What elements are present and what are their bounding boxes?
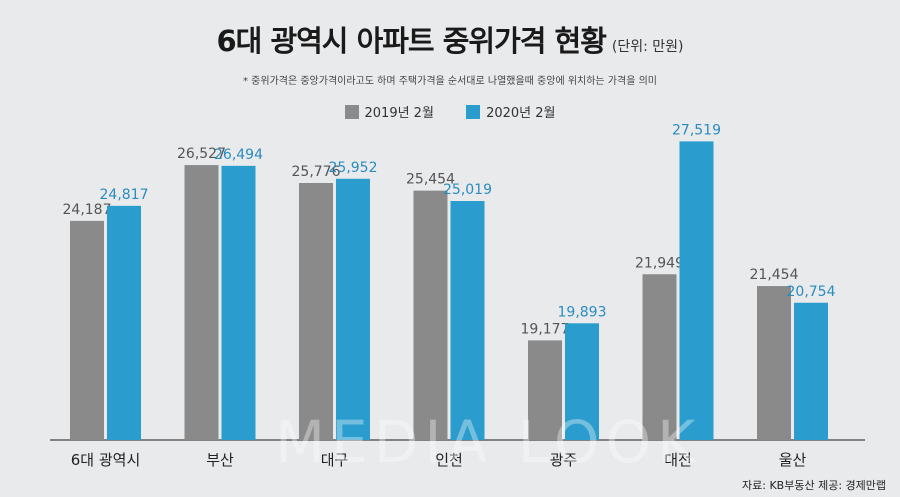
bar-2019-3: [413, 190, 448, 440]
bar-2020-0: [107, 205, 141, 440]
bar-2019-5: [642, 274, 677, 440]
bar-2019-0: [70, 220, 104, 440]
legend-swatch-2020: [466, 105, 481, 119]
legend-label-2019: 2019년 2월: [364, 106, 434, 121]
category-label-6: 울산: [779, 451, 807, 469]
bar-2020-5: [679, 141, 714, 440]
legend-swatch-2019: [344, 105, 359, 119]
category-label-4: 광주: [550, 451, 578, 469]
watermark: MEDIA LOOK: [275, 408, 702, 476]
legend-item-2020: 2020년 2월: [466, 102, 555, 121]
data-label-2019-1: 26,527: [177, 146, 226, 162]
category-label-5: 대전: [664, 451, 692, 469]
data-label-2019-3: 25,454: [406, 172, 455, 188]
bar-2019-4: [528, 340, 562, 440]
data-label-2019-6: 21,454: [750, 267, 799, 283]
data-label-2020-0: 24,817: [100, 187, 149, 203]
category-label-2: 대구: [321, 451, 349, 469]
bar-2019-2: [299, 182, 333, 440]
bar-2020-2: [336, 178, 370, 440]
bar-2019-1: [184, 165, 219, 441]
category-label-0: 6대 광역시: [71, 451, 141, 469]
bar-2020-6: [794, 302, 828, 440]
legend-label-2020: 2020년 2월: [486, 106, 556, 121]
data-label-2020-6: 20,754: [787, 284, 836, 300]
title-row: 6대 광역시 아파트 중위가격 현황 (단위: 만원): [0, 18, 900, 60]
bar-2020-4: [565, 323, 599, 440]
data-label-2020-3: 25,019: [443, 182, 492, 198]
legend: 2019년 2월 2020년 2월: [0, 102, 900, 121]
chart-title: 6대 광역시 아파트 중위가격 현황: [216, 24, 606, 58]
data-label-2020-5: 27,519: [672, 122, 721, 138]
legend-item-2019: 2019년 2월: [344, 102, 434, 121]
data-label-2020-4: 19,893: [558, 304, 607, 320]
footnote: * 중위가격은 중앙가격이라고도 하며 주택가격을 순서대로 나열했을때 중앙에…: [243, 76, 657, 87]
bar-2019-6: [757, 286, 791, 440]
data-label-2019-2: 25,776: [292, 164, 341, 180]
source-credit: 자료: KB부동산 제공: 경제만랩: [742, 479, 886, 492]
data-label-2019-5: 21,949: [635, 255, 684, 271]
category-label-1: 부산: [206, 451, 234, 469]
unit-label: (단위: 만원): [611, 39, 684, 55]
bar-2020-1: [221, 165, 256, 441]
data-label-2019-0: 24,187: [63, 202, 112, 218]
category-label-3: 인천: [435, 451, 463, 469]
data-label-2020-1: 26,494: [214, 147, 263, 163]
data-label-2020-2: 25,952: [329, 160, 378, 176]
data-label-2019-4: 19,177: [521, 321, 570, 337]
bar-2020-3: [450, 201, 485, 440]
